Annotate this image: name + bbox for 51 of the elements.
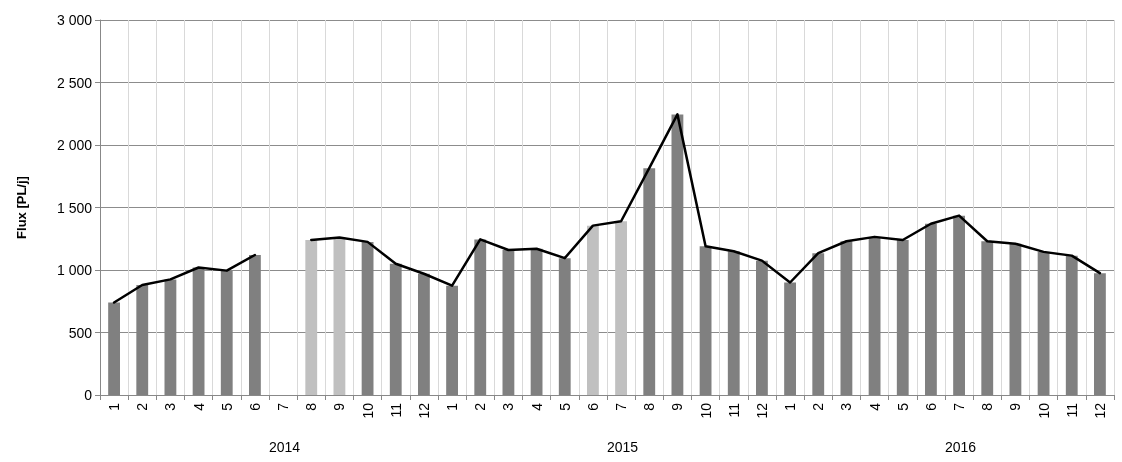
x-tick-label: 4 <box>866 402 883 411</box>
x-tick-label: 3 <box>500 402 517 411</box>
y-axis-title: Flux [PL/j] <box>14 176 29 239</box>
x-tick-label: 1 <box>444 402 461 411</box>
y-tick-label: 2 500 <box>56 74 93 91</box>
x-tick-label: 12 <box>1091 402 1108 419</box>
bar <box>305 240 318 395</box>
x-tick-label: 10 <box>1035 402 1052 419</box>
x-tick-label: 3 <box>838 402 855 411</box>
x-tick-label: 5 <box>218 402 235 411</box>
x-tick-label: 7 <box>613 402 630 411</box>
x-tick-label: 7 <box>275 402 292 411</box>
x-tick-label: 8 <box>303 402 320 411</box>
x-tick-label: 12 <box>753 402 770 419</box>
bar <box>587 225 599 395</box>
x-tick-label: 5 <box>894 402 911 411</box>
y-tick-label: 1 500 <box>56 199 93 216</box>
x-tick-label: 12 <box>415 402 432 419</box>
text: 2014 <box>268 439 301 455</box>
x-tick-label: 2 <box>472 402 489 411</box>
y-tick-label: 500 <box>68 324 93 341</box>
x-tick-label: 10 <box>697 402 714 419</box>
x-tick-label: 5 <box>556 402 573 411</box>
text: 2016 <box>944 439 977 455</box>
bar <box>615 221 627 395</box>
y-tick-label: 0 <box>84 387 93 403</box>
y-tick-label: 1 000 <box>56 262 93 278</box>
x-tick-label: 4 <box>528 402 545 411</box>
bar <box>333 237 346 395</box>
x-tick-label: 8 <box>641 402 658 411</box>
y-tick-label: 3 000 <box>56 12 93 28</box>
x-tick-label: 9 <box>669 402 686 411</box>
y-tick-label: 2 000 <box>56 137 93 153</box>
x-tick-label: 4 <box>190 402 207 411</box>
x-tick-label: 9 <box>1007 402 1024 411</box>
x-tick-label: 11 <box>387 402 404 418</box>
x-tick-label: 2 <box>134 402 151 411</box>
x-tick-label: 3 <box>162 402 179 411</box>
x-tick-label: 1 <box>106 402 123 411</box>
x-tick-label: 8 <box>979 402 996 411</box>
x-tick-label: 2 <box>810 402 827 411</box>
x-tick-label: 1 <box>782 402 799 411</box>
x-tick-label: 11 <box>725 402 742 418</box>
x-tick-label: 9 <box>331 402 348 411</box>
text: 2015 <box>606 439 639 455</box>
x-tick-label: 11 <box>1063 402 1080 418</box>
x-tick-label: 7 <box>951 402 968 411</box>
x-tick-label: 6 <box>246 402 263 411</box>
x-tick-label: 10 <box>359 402 376 419</box>
x-tick-label: 6 <box>922 402 939 411</box>
x-tick-label: 6 <box>584 402 601 411</box>
